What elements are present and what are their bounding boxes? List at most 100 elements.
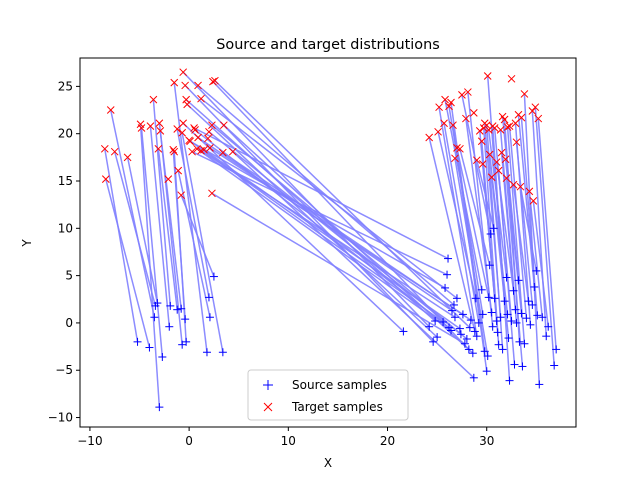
y-tick-label: 5 [65, 269, 73, 283]
transport-link [208, 131, 462, 335]
source-point [166, 301, 175, 310]
source-point [526, 320, 535, 329]
target-point [179, 119, 188, 128]
source-point [489, 224, 498, 233]
source-point [486, 229, 495, 238]
source-point [153, 299, 162, 308]
transport-link [517, 114, 536, 288]
source-point [507, 317, 516, 326]
target-point [146, 122, 155, 130]
source-point [447, 326, 456, 335]
source-point [458, 310, 467, 319]
target-point [181, 81, 190, 90]
source-point [480, 347, 489, 356]
source-point [455, 324, 464, 333]
source-point [515, 337, 524, 346]
y-tick-label: 0 [65, 316, 73, 330]
target-point [170, 78, 179, 87]
target-point [185, 136, 193, 145]
transport-link [152, 99, 172, 306]
source-point [474, 318, 483, 327]
target-point [500, 115, 509, 124]
source-point [441, 283, 450, 292]
x-tick-label: 10 [281, 434, 296, 448]
target-point [178, 128, 187, 137]
legend-box [247, 369, 409, 421]
plot-frame [79, 57, 577, 428]
transport-link [105, 178, 151, 348]
y-tick-label: 15 [58, 174, 73, 188]
x-tick-label: 30 [479, 434, 494, 448]
x-tick-label: 0 [185, 434, 193, 448]
source-point [444, 254, 453, 263]
source-point [209, 272, 218, 281]
source-point [204, 293, 213, 302]
source-point [535, 380, 544, 389]
source-point [542, 332, 551, 341]
target-point [529, 197, 538, 205]
source-point [524, 297, 533, 306]
x-axis-ticks: −10 0 10 20 30 [77, 427, 494, 448]
transport-link [197, 84, 455, 306]
y-axis-ticks: −10 −5 0 5 10 15 20 25 [48, 79, 80, 425]
source-point [528, 300, 537, 309]
y-tick-label: 25 [58, 79, 73, 93]
source-point [431, 317, 440, 326]
source-point [433, 333, 442, 342]
source-point [471, 294, 480, 303]
source-point [530, 282, 539, 291]
source-point [462, 335, 471, 344]
transport-link [504, 159, 523, 314]
transport-link [515, 142, 534, 306]
target-point [516, 182, 525, 191]
source-point [520, 339, 529, 348]
transport-link [512, 184, 530, 302]
target-point [496, 126, 505, 134]
source-point [460, 339, 469, 348]
source-point [522, 314, 531, 323]
source-point [493, 328, 502, 337]
target-point [509, 180, 518, 189]
target-point [449, 121, 457, 130]
transport-link [438, 107, 478, 337]
target-point [182, 95, 190, 104]
target-point [464, 88, 472, 96]
transport-link [196, 148, 452, 332]
source-point [205, 313, 214, 322]
source-point [503, 310, 512, 319]
target-point [211, 76, 219, 85]
target-point [490, 124, 499, 132]
target-point [501, 155, 510, 164]
source-point [504, 334, 513, 343]
source-point [465, 323, 474, 332]
transport-link [113, 151, 157, 307]
target-point [469, 109, 478, 117]
target-point [483, 72, 492, 80]
transport-link [450, 102, 486, 352]
source-point [512, 318, 521, 327]
transport-link [485, 125, 504, 350]
target-point [191, 126, 199, 134]
target-point [228, 147, 237, 156]
source-point [514, 276, 523, 285]
target-point [208, 121, 216, 130]
source-point [181, 315, 190, 324]
source-point [470, 327, 479, 336]
target-point [188, 147, 196, 156]
source-point [552, 345, 561, 354]
target-point [492, 158, 501, 166]
transport-link [193, 127, 449, 260]
target-point [169, 145, 178, 154]
transport-link [534, 107, 555, 366]
source-point [472, 332, 481, 341]
source-point [452, 294, 461, 303]
y-tick-label: −10 [48, 411, 73, 425]
source-point [450, 313, 459, 322]
transport-link [523, 93, 541, 385]
source-point [469, 373, 478, 382]
target-point [458, 91, 466, 99]
target-point [100, 144, 109, 153]
target-point [200, 145, 208, 154]
target-point [209, 77, 217, 86]
transport-link [528, 191, 544, 318]
